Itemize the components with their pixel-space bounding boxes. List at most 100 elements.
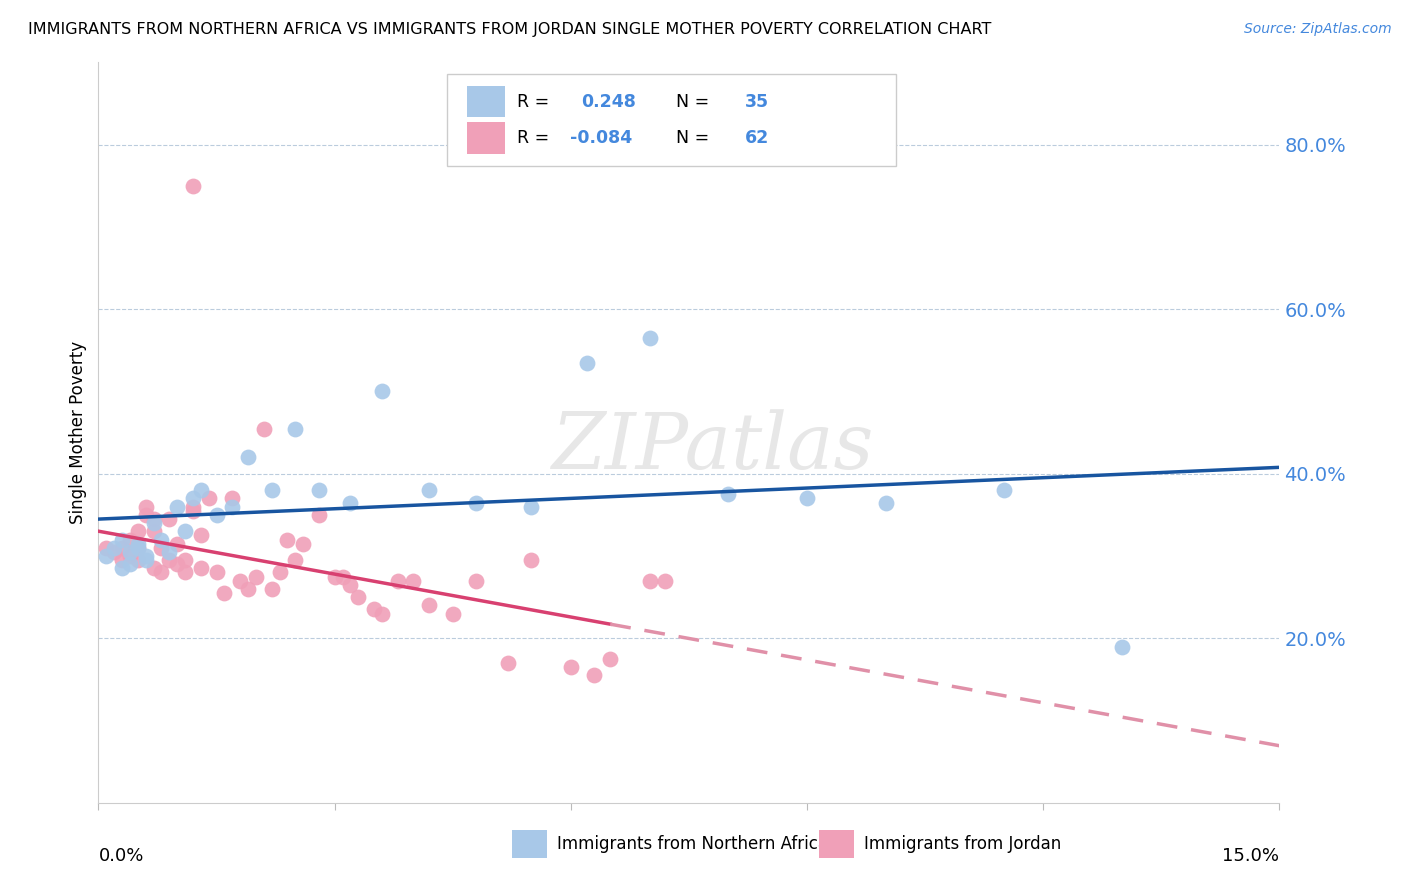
Point	[181, 178, 204, 193]
Point	[96, 549, 118, 563]
Point	[654, 574, 676, 588]
Point	[221, 491, 243, 506]
Point	[387, 574, 409, 588]
Point	[166, 500, 188, 514]
Point	[111, 561, 134, 575]
Point	[418, 483, 440, 498]
Text: N =: N =	[676, 129, 709, 147]
Point	[332, 569, 354, 583]
Text: Immigrants from Northern Africa: Immigrants from Northern Africa	[557, 835, 828, 854]
Text: -0.084: -0.084	[569, 129, 631, 147]
Point	[284, 553, 307, 567]
Point	[166, 558, 188, 572]
Point	[308, 508, 330, 522]
Text: R =: R =	[516, 93, 548, 111]
Point	[111, 553, 134, 567]
Point	[142, 524, 165, 539]
Point	[371, 607, 394, 621]
Point	[717, 487, 740, 501]
Point	[292, 536, 315, 550]
Y-axis label: Single Mother Poverty: Single Mother Poverty	[69, 341, 87, 524]
Point	[638, 574, 661, 588]
Point	[465, 574, 488, 588]
Point	[190, 483, 212, 498]
Point	[402, 574, 425, 588]
Text: 62: 62	[744, 129, 769, 147]
Point	[638, 331, 661, 345]
Point	[197, 491, 219, 506]
Point	[253, 421, 276, 435]
Point	[214, 586, 236, 600]
Point	[418, 599, 440, 613]
Point	[496, 656, 519, 670]
Point	[229, 574, 252, 588]
Point	[127, 524, 149, 539]
Point	[875, 495, 897, 509]
Point	[269, 566, 291, 580]
Point	[575, 356, 598, 370]
Point	[150, 541, 173, 555]
Point	[111, 541, 134, 555]
Bar	[818, 830, 855, 858]
Text: IMMIGRANTS FROM NORTHERN AFRICA VS IMMIGRANTS FROM JORDAN SINGLE MOTHER POVERTY : IMMIGRANTS FROM NORTHERN AFRICA VS IMMIG…	[28, 22, 991, 37]
Text: N =: N =	[676, 93, 709, 111]
Text: 35: 35	[744, 93, 769, 111]
Point	[118, 558, 141, 572]
Text: 0.0%: 0.0%	[98, 847, 143, 865]
Point	[260, 483, 283, 498]
Point	[157, 512, 180, 526]
Point	[308, 483, 330, 498]
Point	[347, 590, 370, 604]
Point	[157, 553, 180, 567]
Point	[103, 541, 125, 555]
Point	[111, 533, 134, 547]
Point	[181, 491, 204, 506]
Point	[118, 549, 141, 563]
Point	[245, 569, 267, 583]
Text: 15.0%: 15.0%	[1222, 847, 1279, 865]
Point	[205, 508, 228, 522]
Point	[339, 578, 361, 592]
Point	[190, 561, 212, 575]
Bar	[512, 830, 547, 858]
Point	[127, 541, 149, 555]
Point	[157, 545, 180, 559]
Text: Source: ZipAtlas.com: Source: ZipAtlas.com	[1244, 22, 1392, 37]
Point	[441, 607, 464, 621]
Point	[560, 660, 582, 674]
Point	[599, 652, 621, 666]
Point	[796, 491, 818, 506]
Point	[993, 483, 1015, 498]
Point	[520, 500, 543, 514]
Point	[135, 500, 157, 514]
Point	[221, 500, 243, 514]
FancyBboxPatch shape	[447, 73, 896, 166]
Point	[150, 533, 173, 547]
Bar	[467, 87, 505, 117]
Point	[371, 384, 394, 399]
Point	[339, 495, 361, 509]
Text: 0.248: 0.248	[582, 93, 637, 111]
Point	[103, 545, 125, 559]
Point	[166, 536, 188, 550]
Point	[150, 566, 173, 580]
Point	[118, 533, 141, 547]
Point	[174, 524, 197, 539]
Text: ZIPatlas: ZIPatlas	[551, 409, 873, 485]
Point	[174, 553, 197, 567]
Point	[135, 549, 157, 563]
Point	[181, 500, 204, 514]
Point	[583, 668, 606, 682]
Point	[181, 504, 204, 518]
Point	[142, 516, 165, 530]
Point	[174, 566, 197, 580]
Point	[205, 566, 228, 580]
Point	[363, 602, 385, 616]
Point	[96, 541, 118, 555]
Point	[127, 553, 149, 567]
Point	[236, 450, 259, 465]
Point	[465, 495, 488, 509]
Text: R =: R =	[516, 129, 548, 147]
Point	[276, 533, 298, 547]
Bar	[467, 122, 505, 153]
